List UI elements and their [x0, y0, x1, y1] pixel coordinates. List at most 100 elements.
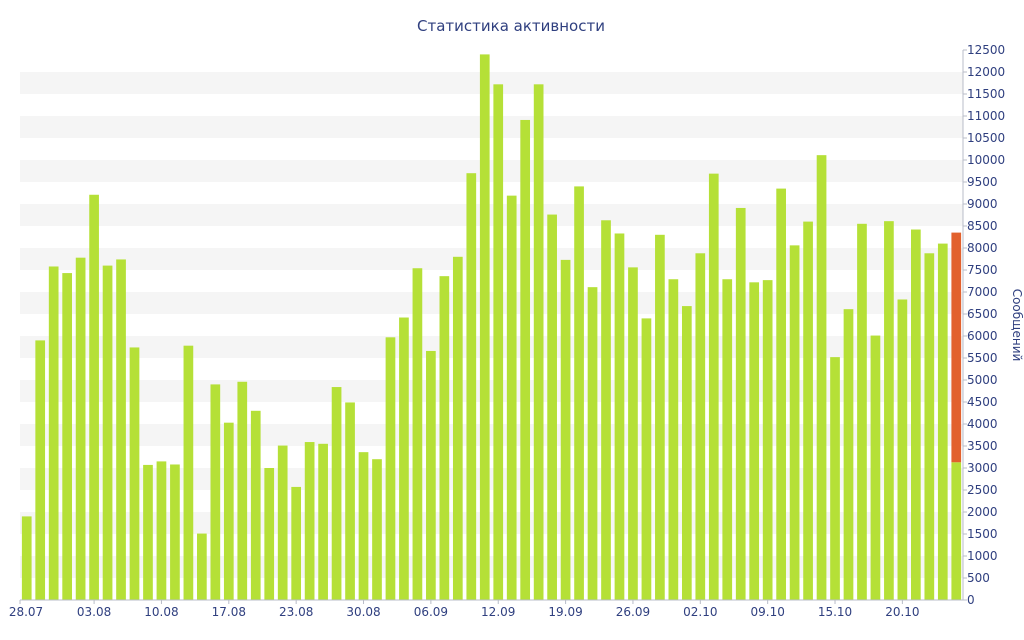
x-tick-label: 12.09	[481, 605, 515, 619]
bar	[89, 194, 99, 600]
y-tick-label: 8000	[967, 241, 998, 255]
bar	[197, 533, 207, 600]
bar	[452, 256, 463, 600]
bar	[789, 245, 800, 601]
bar	[156, 461, 167, 600]
x-tick-label: 09.10	[750, 605, 784, 619]
y-tick-label: 6000	[967, 329, 998, 343]
bar	[574, 186, 584, 600]
bar	[372, 459, 382, 600]
bar	[250, 410, 261, 600]
x-tick-label: 23.08	[279, 605, 313, 619]
grid-stripe	[20, 160, 963, 182]
grid-stripe	[20, 204, 963, 226]
y-tick-label: 7500	[967, 263, 998, 277]
y-tick-label: 3500	[967, 439, 998, 453]
bar	[843, 309, 854, 600]
bar	[587, 287, 598, 600]
y-tick-label: 8500	[967, 219, 998, 233]
x-tick-label: 28.07	[9, 605, 43, 619]
bar	[412, 268, 423, 600]
bar	[331, 387, 342, 600]
bar	[708, 173, 719, 600]
y-tick-label: 7000	[967, 285, 998, 299]
bar	[547, 214, 557, 600]
x-tick-label: 17.08	[212, 605, 246, 619]
y-tick-label: 5000	[967, 373, 998, 387]
y-tick-label: 12000	[967, 65, 1005, 79]
bar	[911, 229, 921, 600]
y-tick-label: 5500	[967, 351, 998, 365]
y-tick-label: 1500	[967, 527, 998, 541]
grid-stripe	[20, 248, 963, 270]
y-tick-label: 500	[967, 571, 990, 585]
bar	[897, 299, 908, 600]
bar	[870, 335, 881, 600]
bar	[143, 464, 153, 600]
y-tick-label: 12500	[967, 43, 1005, 57]
bar	[62, 273, 72, 600]
y-tick-label: 2000	[967, 505, 998, 519]
x-tick-label: 03.08	[77, 605, 111, 619]
bar	[399, 317, 409, 600]
bar	[102, 265, 113, 600]
bar	[277, 445, 288, 600]
bar	[129, 347, 140, 600]
y-axis-ticks: 0 500 1000 1500 2000 2500 3000 3500 4000 4500 5000…	[963, 43, 1005, 607]
bar	[291, 486, 302, 600]
x-tick-label: 19.09	[548, 605, 582, 619]
bar	[816, 155, 827, 600]
x-tick-label: 02.10	[683, 605, 717, 619]
y-tick-label: 10000	[967, 153, 1005, 167]
bar	[857, 223, 867, 601]
grid-stripe	[20, 72, 963, 94]
x-axis-ticks: 28.07 03.08 10.08 17.08 23.08 30.08 06.09 12.09…	[9, 600, 920, 619]
x-tick-label: 10.08	[144, 605, 178, 619]
x-tick-label: 20.10	[885, 605, 919, 619]
bar	[776, 188, 786, 600]
bar	[75, 257, 86, 600]
bar	[426, 350, 436, 600]
y-tick-label: 0	[967, 593, 975, 607]
bar	[116, 259, 126, 600]
bar	[749, 282, 760, 600]
x-tick-label: 30.08	[346, 605, 380, 619]
bar	[223, 422, 234, 600]
bar	[735, 207, 746, 600]
y-tick-label: 6500	[967, 307, 998, 321]
bar	[655, 234, 665, 601]
bar	[170, 464, 180, 600]
y-tick-label: 3000	[967, 461, 998, 475]
bar	[924, 253, 935, 600]
bar	[803, 221, 813, 600]
bar	[493, 84, 504, 600]
bar	[479, 54, 490, 600]
y-tick-label: 9000	[967, 197, 998, 211]
bar	[762, 280, 773, 600]
bar	[884, 221, 894, 600]
y-tick-label: 2500	[967, 483, 998, 497]
bar	[237, 381, 248, 600]
y-tick-label: 9500	[967, 175, 998, 189]
bar	[506, 195, 517, 600]
bar-highlight	[951, 232, 962, 463]
bar	[358, 452, 369, 600]
bar	[681, 306, 692, 600]
bar	[520, 119, 531, 601]
bar	[533, 84, 544, 600]
bar	[695, 253, 706, 600]
y-tick-label: 11000	[967, 109, 1005, 123]
bars	[21, 54, 962, 601]
bar	[345, 402, 355, 600]
bar	[951, 462, 962, 600]
bar	[35, 340, 46, 600]
bar	[641, 318, 652, 600]
bar	[439, 276, 450, 600]
x-tick-label: 15.10	[818, 605, 852, 619]
bar	[385, 337, 396, 600]
bar	[614, 233, 625, 601]
bar	[318, 443, 328, 600]
bar	[668, 279, 679, 600]
bar	[628, 267, 638, 600]
